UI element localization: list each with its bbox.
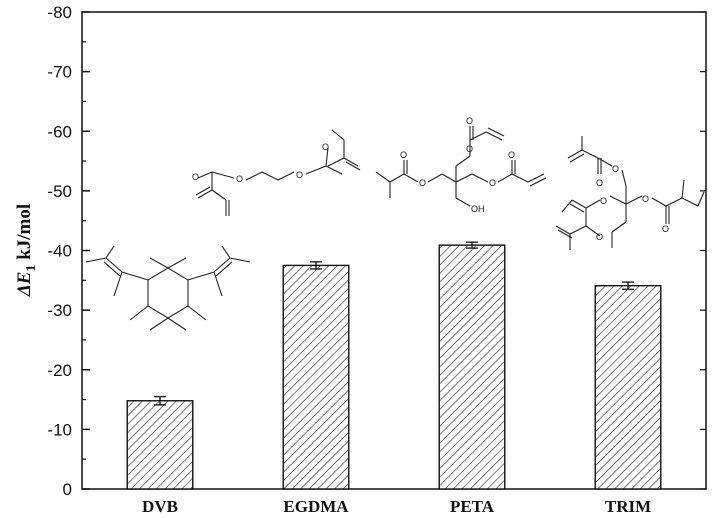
y-tick-label: -30: [47, 301, 72, 320]
peta-atom-o3: O: [466, 116, 473, 126]
trim-structure: O O O O O O: [555, 136, 705, 250]
dvb-structure: [85, 245, 251, 331]
bar-egdma: [282, 264, 350, 490]
y-axis-title-main: ΔE: [14, 272, 35, 298]
peta-structure: O O O O O O OH: [375, 116, 547, 214]
trim-atom-o4: O: [596, 232, 603, 242]
bar-series: [126, 241, 662, 490]
egdma-atom-o3: O: [322, 142, 329, 152]
y-axis-title-units: kJ/mol: [14, 204, 35, 265]
y-tick-label: -70: [47, 63, 72, 82]
y-tick-label: -20: [47, 361, 72, 380]
bar-peta: [438, 244, 506, 490]
y-tick-label: 0: [63, 480, 72, 499]
y-tick-label: -80: [47, 3, 72, 22]
peta-atom-o6: O: [508, 150, 515, 160]
y-axis-title-subscript: 1: [24, 265, 39, 272]
trim-atom-o1: O: [612, 164, 619, 174]
x-tick-label-egdma: EGDMA: [283, 497, 349, 516]
bar-dvb: [126, 400, 194, 490]
peta-atom-o2: O: [419, 178, 426, 188]
trim-atom-o6: O: [662, 224, 669, 234]
egdma-atom-o1: O: [236, 174, 243, 184]
y-tick-label: -60: [47, 122, 72, 141]
peta-atom-oh: OH: [471, 204, 485, 214]
y-axis: 0 -10 -20 -30 -40 -50 -60 -70 -80: [47, 3, 706, 499]
y-axis-title: ΔE1 kJ/mol: [14, 204, 39, 297]
trim-atom-o3: O: [600, 196, 607, 206]
x-tick-label-peta: PETA: [450, 497, 495, 516]
egdma-atom-o2: O: [296, 170, 303, 180]
y-tick-label: -10: [47, 420, 72, 439]
egdma-structure: O O O O: [192, 129, 361, 216]
trim-atom-o5: O: [642, 194, 649, 204]
x-axis: DVB EGDMA PETA TRIM: [142, 482, 651, 516]
y-tick-label: -50: [47, 182, 72, 201]
egdma-atom-o4: O: [192, 172, 199, 182]
peta-atom-o5: O: [489, 178, 496, 188]
x-tick-label-trim: TRIM: [605, 497, 651, 516]
peta-atom-o1: O: [400, 150, 407, 160]
bar-trim: [594, 284, 662, 490]
y-tick-label: -40: [47, 242, 72, 261]
x-tick-label-dvb: DVB: [142, 497, 178, 516]
peta-atom-o4: O: [466, 144, 473, 154]
trim-atom-o2: O: [596, 178, 603, 188]
